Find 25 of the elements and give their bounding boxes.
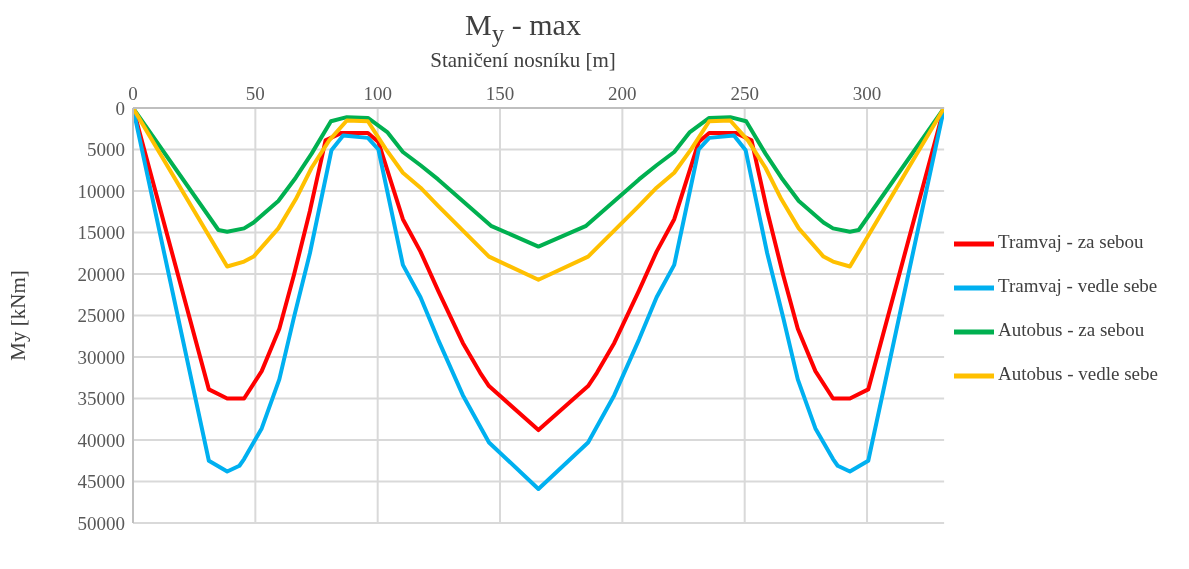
legend-label: Tramvaj - vedle sebe: [998, 275, 1158, 296]
y-tick-label: 35000: [77, 388, 125, 410]
y-tick-label: 45000: [77, 471, 125, 493]
x-tick-label: 0: [128, 83, 138, 104]
legend-label: Tramvaj - za sebou: [998, 231, 1144, 252]
y-tick-label: 15000: [77, 222, 125, 244]
chart-title: M$_{y}$ - max: [464, 8, 582, 48]
legend-label: Autobus - za sebou: [998, 319, 1145, 340]
x-tick-label: 50: [245, 83, 265, 104]
legend-label: Autobus - vedle sebe: [998, 363, 1158, 384]
y-tick-label: 20000: [77, 263, 125, 285]
y-tick-label: 50000: [77, 512, 125, 534]
y-axis-title: My [kNm]: [6, 270, 31, 361]
y-tick-label: 30000: [77, 346, 125, 368]
x-tick-label: 150: [485, 83, 515, 104]
x-tick-label: 100: [363, 83, 392, 104]
y-tick-label: 10000: [77, 180, 125, 202]
x-axis-title: Staničení nosníku [m]: [429, 48, 617, 73]
y-tick-label: 25000: [77, 305, 125, 327]
y-tick-label: 5000: [87, 139, 125, 161]
x-tick-label: 250: [730, 83, 759, 104]
x-tick-label: 200: [608, 83, 637, 104]
x-tick-label: 300: [852, 83, 882, 104]
y-tick-label: 0: [115, 97, 125, 119]
y-tick-label: 40000: [77, 429, 125, 451]
